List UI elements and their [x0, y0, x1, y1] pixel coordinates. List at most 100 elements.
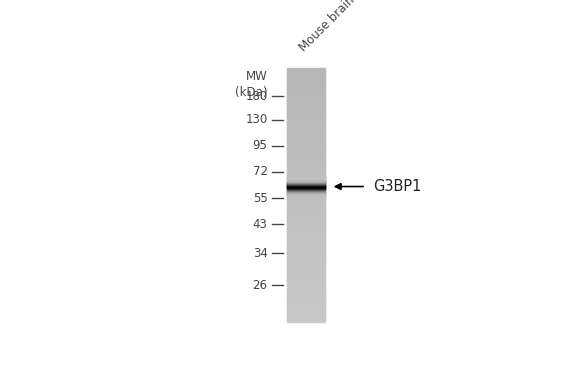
- Bar: [287, 193, 325, 194]
- Bar: [287, 290, 325, 291]
- Bar: [287, 94, 325, 95]
- Bar: [287, 185, 325, 186]
- Bar: [287, 232, 325, 233]
- Bar: [287, 84, 325, 85]
- Bar: [287, 207, 325, 208]
- Bar: [287, 284, 325, 285]
- Bar: [287, 90, 325, 91]
- Bar: [287, 182, 325, 183]
- Bar: [287, 272, 325, 273]
- Bar: [287, 135, 325, 136]
- Bar: [287, 285, 325, 287]
- Bar: [287, 185, 325, 186]
- Bar: [287, 175, 325, 177]
- Bar: [287, 133, 325, 134]
- Bar: [287, 160, 325, 161]
- Bar: [287, 189, 325, 190]
- Bar: [287, 189, 325, 190]
- Bar: [287, 273, 325, 274]
- Bar: [287, 191, 325, 192]
- Bar: [287, 234, 325, 235]
- Bar: [287, 126, 325, 127]
- Bar: [287, 193, 325, 194]
- Bar: [287, 275, 325, 276]
- Bar: [287, 280, 325, 281]
- Bar: [287, 311, 325, 312]
- Bar: [287, 186, 325, 187]
- Bar: [287, 134, 325, 135]
- Text: 72: 72: [253, 166, 268, 178]
- Bar: [287, 150, 325, 151]
- Bar: [287, 178, 325, 179]
- Bar: [287, 315, 325, 316]
- Bar: [287, 84, 325, 85]
- Bar: [287, 231, 325, 232]
- Bar: [287, 250, 325, 251]
- Bar: [287, 186, 325, 187]
- Bar: [287, 246, 325, 247]
- Bar: [287, 257, 325, 258]
- Bar: [287, 293, 325, 294]
- Bar: [287, 158, 325, 159]
- Bar: [287, 235, 325, 236]
- Bar: [287, 297, 325, 298]
- Bar: [287, 190, 325, 191]
- Bar: [287, 270, 325, 271]
- Bar: [287, 76, 325, 77]
- Bar: [287, 197, 325, 198]
- Bar: [287, 106, 325, 107]
- Bar: [287, 74, 325, 75]
- Bar: [287, 203, 325, 204]
- Bar: [287, 181, 325, 182]
- Bar: [287, 178, 325, 179]
- Bar: [287, 153, 325, 154]
- Bar: [287, 229, 325, 231]
- Text: 180: 180: [246, 90, 268, 103]
- Bar: [287, 233, 325, 234]
- Bar: [287, 127, 325, 128]
- Bar: [287, 222, 325, 223]
- Bar: [287, 224, 325, 225]
- Bar: [287, 287, 325, 288]
- Bar: [287, 144, 325, 146]
- Bar: [287, 251, 325, 253]
- Bar: [287, 190, 325, 191]
- Bar: [287, 98, 325, 99]
- Bar: [287, 271, 325, 272]
- Bar: [287, 162, 325, 163]
- Bar: [287, 314, 325, 315]
- Bar: [287, 179, 325, 180]
- Bar: [287, 70, 325, 71]
- Bar: [287, 300, 325, 301]
- Bar: [287, 68, 325, 70]
- Bar: [287, 214, 325, 215]
- Bar: [287, 97, 325, 98]
- Bar: [287, 108, 325, 109]
- Bar: [287, 278, 325, 279]
- Bar: [287, 155, 325, 156]
- Bar: [287, 101, 325, 102]
- Bar: [287, 167, 325, 168]
- Bar: [287, 159, 325, 160]
- Bar: [287, 185, 325, 186]
- Bar: [287, 195, 325, 196]
- Bar: [287, 200, 325, 201]
- Bar: [287, 231, 325, 232]
- Bar: [287, 88, 325, 89]
- Bar: [287, 173, 325, 174]
- Bar: [287, 212, 325, 213]
- Bar: [287, 236, 325, 237]
- Bar: [287, 304, 325, 305]
- Bar: [287, 268, 325, 269]
- Bar: [287, 180, 325, 181]
- Bar: [287, 118, 325, 119]
- Bar: [287, 192, 325, 194]
- Bar: [287, 316, 325, 318]
- Bar: [287, 121, 325, 122]
- Bar: [287, 267, 325, 268]
- Bar: [287, 127, 325, 129]
- Bar: [287, 119, 325, 120]
- Bar: [287, 101, 325, 102]
- Bar: [287, 253, 325, 254]
- Bar: [287, 147, 325, 148]
